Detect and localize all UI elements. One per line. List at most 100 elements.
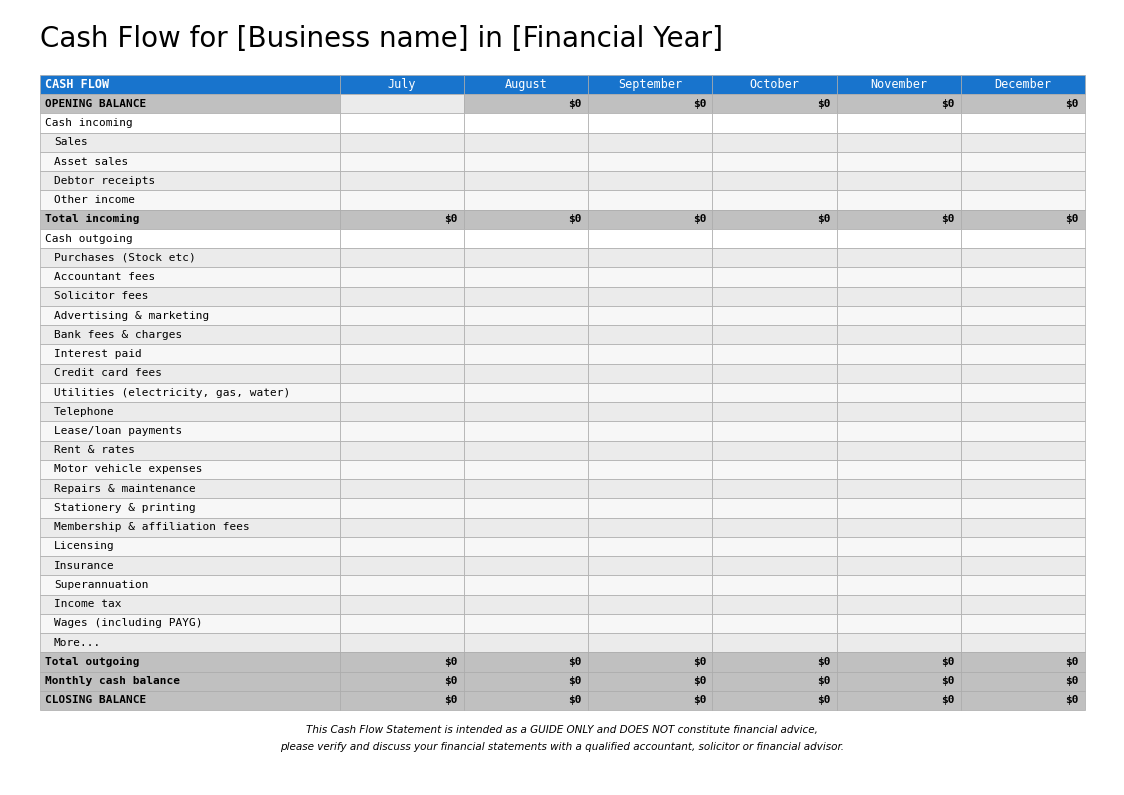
Bar bbox=[40, 421, 339, 440]
Bar bbox=[339, 537, 464, 556]
Bar bbox=[713, 229, 836, 248]
Text: Cash incoming: Cash incoming bbox=[45, 118, 133, 128]
Bar bbox=[836, 95, 961, 114]
Bar bbox=[588, 576, 713, 595]
Bar bbox=[961, 518, 1085, 537]
Bar bbox=[464, 614, 588, 633]
Bar bbox=[339, 633, 464, 652]
Bar bbox=[961, 95, 1085, 114]
Text: Membership & affiliation fees: Membership & affiliation fees bbox=[54, 522, 250, 532]
Bar bbox=[961, 633, 1085, 652]
Bar bbox=[713, 614, 836, 633]
Bar bbox=[836, 633, 961, 652]
Bar bbox=[588, 479, 713, 498]
Bar bbox=[588, 440, 713, 460]
Bar bbox=[40, 210, 339, 229]
Text: Wages (including PAYG): Wages (including PAYG) bbox=[54, 619, 202, 628]
Bar bbox=[40, 595, 339, 614]
Bar bbox=[40, 614, 339, 633]
Text: Utilities (electricity, gas, water): Utilities (electricity, gas, water) bbox=[54, 387, 290, 398]
Bar bbox=[588, 229, 713, 248]
Bar bbox=[339, 518, 464, 537]
Bar bbox=[961, 152, 1085, 171]
Bar bbox=[464, 306, 588, 325]
Text: Cash Flow for [Business name] in [Financial Year]: Cash Flow for [Business name] in [Financ… bbox=[40, 25, 723, 53]
Bar bbox=[836, 306, 961, 325]
Bar bbox=[464, 498, 588, 518]
Bar bbox=[339, 402, 464, 421]
Bar bbox=[961, 229, 1085, 248]
Text: Solicitor fees: Solicitor fees bbox=[54, 291, 148, 301]
Text: Licensing: Licensing bbox=[54, 541, 115, 552]
Bar bbox=[588, 344, 713, 363]
Bar bbox=[713, 287, 836, 306]
Bar bbox=[339, 229, 464, 248]
Text: $0: $0 bbox=[569, 215, 582, 224]
Bar bbox=[339, 248, 464, 267]
Bar bbox=[961, 248, 1085, 267]
Bar bbox=[961, 652, 1085, 672]
Bar bbox=[961, 556, 1085, 576]
Text: Telephone: Telephone bbox=[54, 407, 115, 417]
Bar bbox=[464, 133, 588, 152]
Bar bbox=[836, 460, 961, 479]
Bar bbox=[464, 75, 588, 95]
Text: Bank fees & charges: Bank fees & charges bbox=[54, 330, 182, 339]
Bar bbox=[40, 383, 339, 402]
Bar bbox=[464, 595, 588, 614]
Bar bbox=[961, 287, 1085, 306]
Bar bbox=[464, 287, 588, 306]
Bar bbox=[588, 152, 713, 171]
Bar bbox=[40, 248, 339, 267]
Bar bbox=[464, 191, 588, 210]
Bar bbox=[836, 402, 961, 421]
Bar bbox=[339, 152, 464, 171]
Text: $0: $0 bbox=[817, 676, 831, 686]
Bar bbox=[339, 614, 464, 633]
Text: Cash outgoing: Cash outgoing bbox=[45, 234, 133, 243]
Bar bbox=[836, 614, 961, 633]
Text: Credit card fees: Credit card fees bbox=[54, 368, 162, 378]
Bar bbox=[464, 171, 588, 191]
Bar bbox=[713, 440, 836, 460]
Bar bbox=[464, 691, 588, 710]
Text: CASH FLOW: CASH FLOW bbox=[45, 78, 109, 91]
Text: $0: $0 bbox=[444, 657, 457, 667]
Bar bbox=[836, 479, 961, 498]
Text: Stationery & printing: Stationery & printing bbox=[54, 503, 196, 513]
Text: Other income: Other income bbox=[54, 195, 135, 205]
Bar bbox=[40, 133, 339, 152]
Bar bbox=[339, 171, 464, 191]
Text: Total incoming: Total incoming bbox=[45, 215, 139, 224]
Bar bbox=[464, 537, 588, 556]
Text: Debtor receipts: Debtor receipts bbox=[54, 176, 155, 186]
Bar bbox=[339, 556, 464, 576]
Bar bbox=[339, 306, 464, 325]
Text: $0: $0 bbox=[692, 99, 706, 109]
Bar bbox=[836, 229, 961, 248]
Bar bbox=[961, 440, 1085, 460]
Text: $0: $0 bbox=[692, 676, 706, 686]
Bar bbox=[339, 344, 464, 363]
Text: Motor vehicle expenses: Motor vehicle expenses bbox=[54, 464, 202, 475]
Text: $0: $0 bbox=[817, 99, 831, 109]
Text: Superannuation: Superannuation bbox=[54, 580, 148, 590]
Text: December: December bbox=[995, 78, 1051, 91]
Bar bbox=[961, 133, 1085, 152]
Bar bbox=[836, 344, 961, 363]
Bar bbox=[961, 479, 1085, 498]
Text: Insurance: Insurance bbox=[54, 560, 115, 571]
Bar bbox=[961, 421, 1085, 440]
Bar bbox=[588, 287, 713, 306]
Bar bbox=[961, 460, 1085, 479]
Bar bbox=[588, 191, 713, 210]
Text: $0: $0 bbox=[444, 215, 457, 224]
Bar bbox=[836, 383, 961, 402]
Bar bbox=[836, 672, 961, 691]
Bar bbox=[836, 114, 961, 133]
Bar bbox=[464, 95, 588, 114]
Bar bbox=[339, 95, 464, 114]
Bar bbox=[713, 383, 836, 402]
Text: Total outgoing: Total outgoing bbox=[45, 657, 139, 667]
Bar bbox=[836, 171, 961, 191]
